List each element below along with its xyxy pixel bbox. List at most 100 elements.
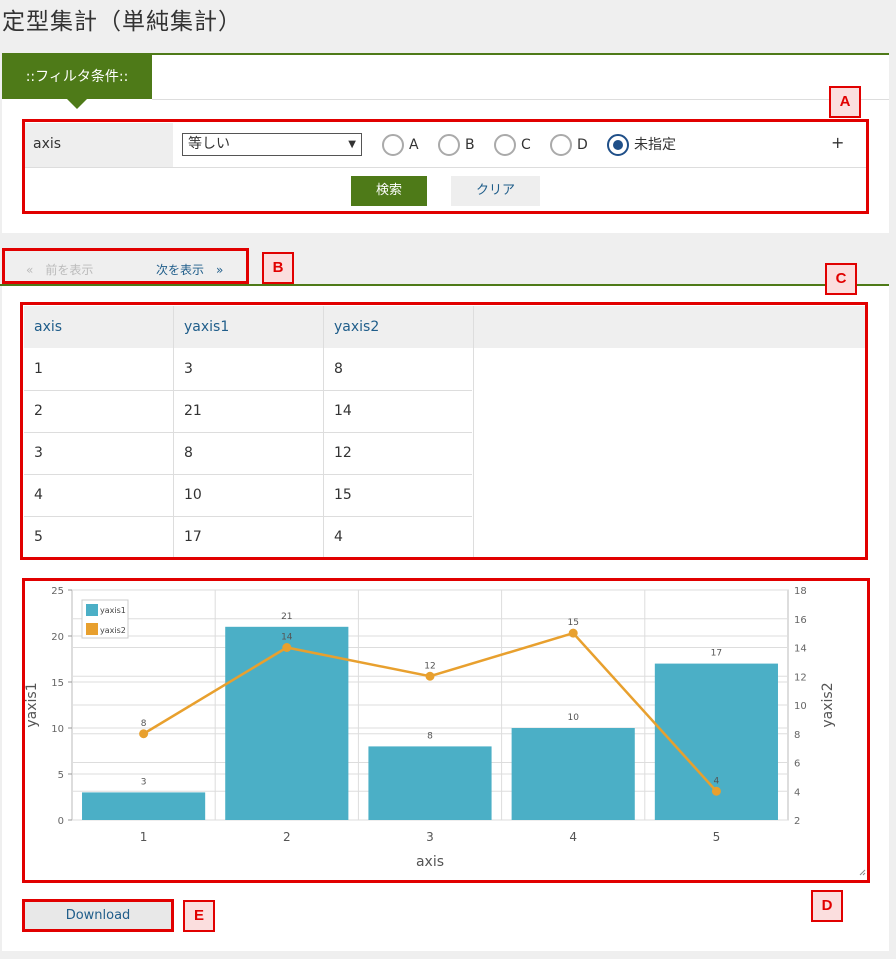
y2-tick-label: 10 — [794, 701, 807, 712]
y-tick-label: 20 — [51, 632, 64, 643]
chart-container: 2 4 6 8 10 12 14 16 18 0 5 10 15 20 25 3 21 8 10 17 8 14 12 15 4… — [24, 580, 868, 881]
table-cell: 14 — [324, 390, 474, 432]
bar — [225, 626, 349, 820]
table-cell: 17 — [174, 516, 324, 558]
y-tick-label: 0 — [58, 816, 64, 827]
operator-select-value: 等しい — [188, 136, 230, 152]
download-button[interactable]: Download — [24, 901, 172, 930]
line-point — [568, 628, 578, 638]
bar — [368, 746, 492, 820]
table-cell: 21 — [174, 390, 324, 432]
radio-label: A — [409, 137, 419, 153]
table-cell: 3 — [174, 348, 324, 390]
y2-tick-label: 14 — [794, 644, 807, 655]
table-cell: 1 — [24, 348, 174, 390]
radio-label: D — [577, 137, 588, 153]
row-divider — [24, 516, 472, 517]
chevron-down-icon: ▼ — [348, 139, 356, 150]
annotation-tag-c: C — [825, 263, 857, 295]
table-cell: 4 — [24, 474, 174, 516]
resize-handle-icon — [859, 869, 866, 876]
table-cell: 10 — [174, 474, 324, 516]
radio-circle[interactable] — [494, 134, 516, 156]
radio-circle[interactable] — [438, 134, 460, 156]
table-cell: 8 — [174, 432, 324, 474]
prev-page-link[interactable]: « 前を表示 — [26, 263, 94, 277]
line-point — [711, 786, 721, 796]
pager: « 前を表示 次を表示 » — [2, 252, 246, 284]
y-tick-label: 5 — [58, 770, 64, 781]
legend-swatch — [86, 604, 98, 616]
filter-field-label: axis — [25, 123, 173, 167]
operator-select[interactable]: 等しい ▼ — [182, 133, 362, 156]
y2-tick-label: 12 — [794, 672, 807, 683]
y2-tick-label: 6 — [794, 759, 800, 770]
line-point — [139, 729, 149, 739]
y-tick-label: 10 — [51, 724, 64, 735]
column-header[interactable]: axis — [24, 306, 174, 348]
radio-label: 未指定 — [634, 137, 676, 153]
bar-data-label: 21 — [281, 612, 292, 622]
y2-tick-label: 4 — [794, 787, 800, 798]
data-table: axis yaxis1 yaxis2 1 3 8 2 21 14 3 8 12 … — [24, 306, 865, 558]
annotation-tag-e: E — [183, 900, 215, 932]
legend-label: yaxis2 — [100, 626, 126, 635]
x-tick-label: 1 — [140, 830, 148, 844]
x-axis-label: axis — [416, 854, 444, 870]
table-cell: 4 — [324, 516, 474, 558]
filter-row: axis 等しい ▼ A B C D 未指定 + — [25, 123, 867, 168]
table-cell: 15 — [324, 474, 474, 516]
line-data-label: 12 — [424, 661, 435, 671]
legend-swatch — [86, 623, 98, 635]
line-point — [282, 643, 292, 652]
legend-label: yaxis1 — [100, 606, 126, 615]
annotation-box-c — [20, 302, 868, 560]
radio-circle-checked[interactable] — [607, 134, 629, 156]
annotation-tag-d: D — [811, 890, 843, 922]
x-tick-label: 5 — [713, 830, 721, 844]
line-data-label: 4 — [714, 776, 720, 786]
y-tick-label: 15 — [51, 678, 64, 689]
column-header[interactable]: yaxis2 — [324, 306, 474, 348]
search-button[interactable]: 検索 — [351, 176, 427, 206]
table-cell: 12 — [324, 432, 474, 474]
annotation-box-e — [22, 899, 174, 932]
y2-tick-label: 18 — [794, 586, 807, 597]
divider — [0, 284, 889, 286]
bar-data-label: 8 — [427, 731, 433, 741]
bar-data-label: 10 — [567, 713, 579, 723]
annotation-box-d — [22, 578, 870, 883]
annotation-tag-a: A — [829, 86, 861, 118]
next-page-link[interactable]: 次を表示 » — [156, 263, 224, 277]
y2-axis-label: yaxis2 — [820, 682, 836, 727]
row-divider — [24, 390, 472, 391]
radio-label: B — [465, 137, 475, 153]
y-tick-label: 25 — [51, 586, 64, 597]
y-axis-label: yaxis1 — [24, 682, 40, 727]
x-tick-label: 3 — [426, 830, 434, 844]
table-cell: 3 — [24, 432, 174, 474]
annotation-tag-b: B — [262, 252, 294, 284]
combo-chart: 2468101214161805101520253218101781412154… — [24, 586, 866, 876]
radio-circle[interactable] — [550, 134, 572, 156]
filter-tab[interactable]: ::フィルタ条件:: — [2, 55, 152, 109]
bar — [82, 792, 206, 820]
line-data-label: 15 — [567, 618, 578, 628]
row-divider — [24, 432, 472, 433]
radio-circle[interactable] — [382, 134, 404, 156]
divider — [152, 99, 889, 100]
row-divider — [24, 474, 472, 475]
y2-tick-label: 16 — [794, 615, 807, 626]
column-header[interactable]: yaxis1 — [174, 306, 324, 348]
line-point — [425, 671, 435, 681]
line-data-label: 14 — [281, 633, 293, 643]
page-title: 定型集計（単純集計） — [2, 9, 242, 35]
annotation-box-b — [2, 248, 249, 284]
annotation-box-a — [22, 119, 869, 214]
add-condition-button[interactable]: + — [831, 133, 845, 152]
y2-tick-label: 8 — [794, 730, 800, 741]
x-tick-label: 2 — [283, 830, 291, 844]
x-tick-label: 4 — [569, 830, 577, 844]
clear-button[interactable]: クリア — [451, 176, 540, 206]
table-cell: 2 — [24, 390, 174, 432]
